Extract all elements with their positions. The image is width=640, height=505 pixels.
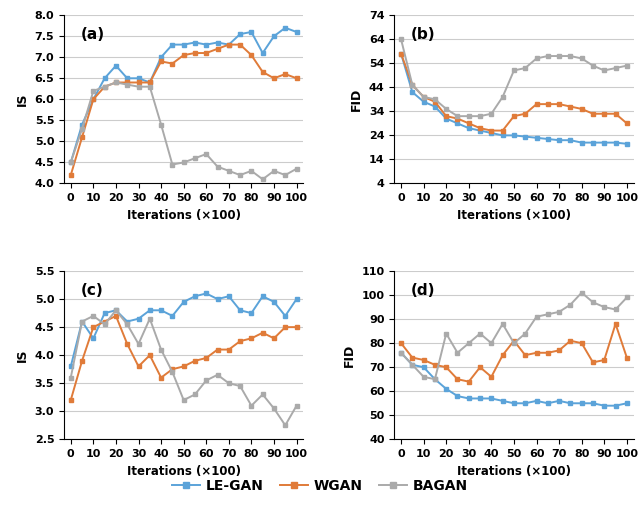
X-axis label: Iterations (×100): Iterations (×100) bbox=[127, 209, 241, 222]
Legend: LE-GAN, WGAN, BAGAN: LE-GAN, WGAN, BAGAN bbox=[167, 473, 473, 498]
Y-axis label: IS: IS bbox=[16, 348, 29, 362]
Text: (b): (b) bbox=[411, 27, 436, 42]
X-axis label: Iterations (×100): Iterations (×100) bbox=[127, 465, 241, 478]
X-axis label: Iterations (×100): Iterations (×100) bbox=[457, 209, 571, 222]
Y-axis label: IS: IS bbox=[16, 92, 29, 106]
Text: (c): (c) bbox=[81, 283, 104, 298]
Text: (a): (a) bbox=[81, 27, 105, 42]
Y-axis label: FID: FID bbox=[350, 88, 364, 111]
Text: (d): (d) bbox=[411, 283, 436, 298]
Y-axis label: FID: FID bbox=[343, 343, 356, 367]
X-axis label: Iterations (×100): Iterations (×100) bbox=[457, 465, 571, 478]
